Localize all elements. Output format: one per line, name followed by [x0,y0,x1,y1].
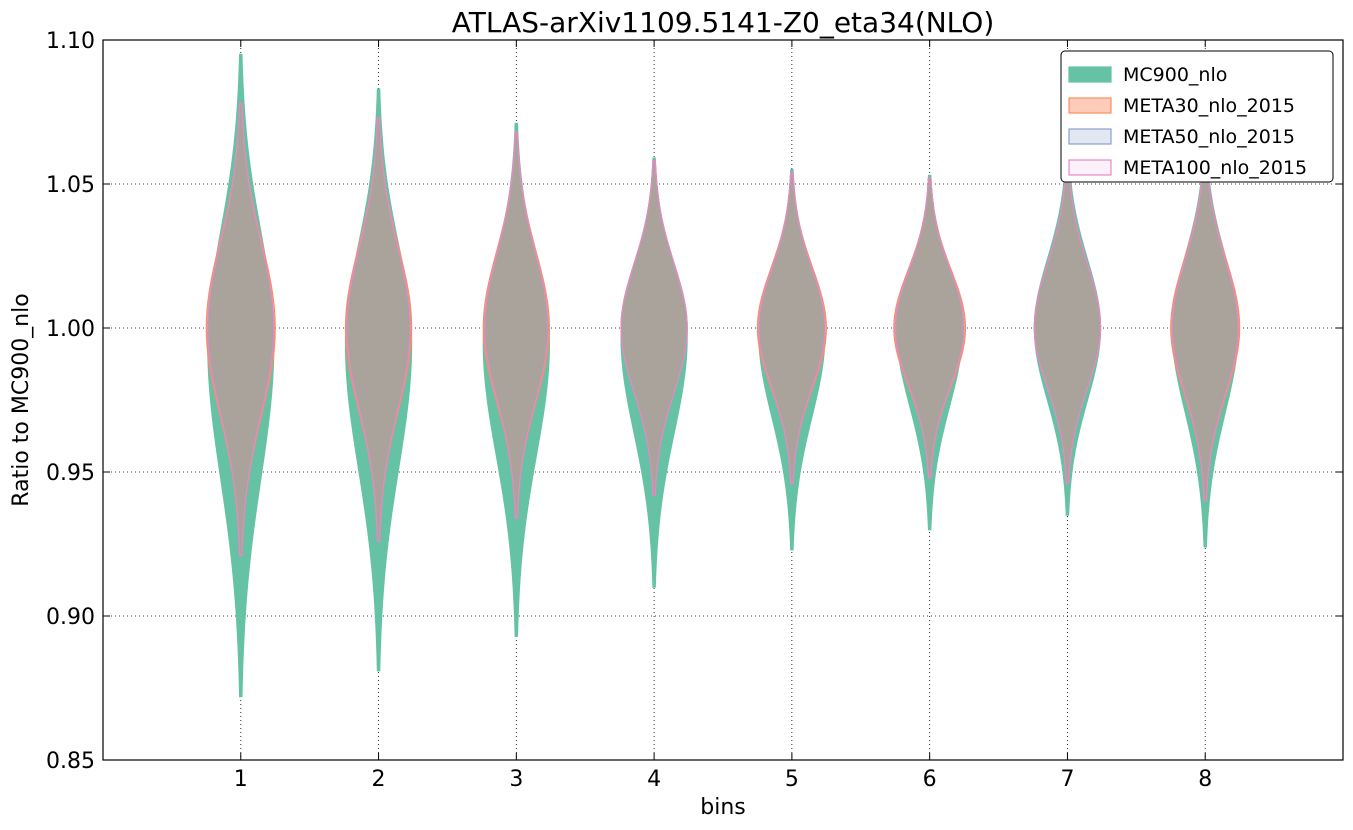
y-axis-title: Ratio to MC900_nlo [9,293,34,506]
legend-label: META100_nlo_2015 [1123,157,1307,179]
legend-label: MC900_nlo [1123,64,1227,86]
violin-META100_nlo_2015-bin-5 [758,171,826,485]
violin-META100_nlo_2015-bin-4 [620,160,688,496]
violin-MC900_nlo-bin-6 [896,174,964,531]
x-tick-label: 3 [509,767,523,792]
legend-swatch [1068,159,1112,176]
series-META100_nlo_2015 [207,102,1239,557]
violin-MC900_nlo-bin-5 [758,169,826,551]
tick-layer: 0.85 0.90 0.95 1.00 1.05 1.10 1 2 3 4 5 6 7 8 [46,29,1343,792]
y-tick-label: 0.95 [46,461,95,486]
legend-label: META30_nlo_2015 [1123,95,1295,117]
legend-swatch [1068,128,1112,145]
violin-META100_nlo_2015-bin-3 [484,131,549,519]
x-tick-label: 4 [647,767,661,792]
x-tick-label: 2 [372,767,386,792]
violin-META100_nlo_2015-bin-7 [1033,160,1102,485]
legend-box [1060,50,1334,183]
chart-title: ATLAS-arXiv1109.5141-Z0_eta34(NLO) [452,6,995,39]
y-tick-label: 0.90 [46,605,95,630]
x-tick-label: 8 [1198,767,1212,792]
x-tick-label: 6 [923,767,937,792]
x-axis-title: bins [700,795,745,820]
violin-MC900_nlo-bin-4 [620,157,688,588]
violin-META100_nlo_2015-bin-8 [1171,148,1239,502]
violin-MC900_nlo-bin-3 [482,122,550,637]
violin-META100_nlo_2015-bin-1 [207,102,275,557]
legend-swatch [1068,66,1112,83]
legend-label: META50_nlo_2015 [1123,126,1295,148]
x-tick-label: 1 [234,767,248,792]
plot-frame [102,39,1344,761]
x-tick-label: 7 [1060,767,1074,792]
violin-META100_nlo_2015-bin-6 [894,177,965,479]
y-tick-label: 1.10 [46,29,95,54]
legend: MC900_nlo META30_nlo_2015 META50_nlo_2015 M… [1060,50,1334,183]
y-tick-label: 0.85 [46,749,95,774]
y-tick-label: 1.05 [46,173,95,198]
violin-MC900_nlo-bin-1 [207,53,275,698]
legend-swatch [1068,97,1112,114]
y-tick-label: 1.00 [46,317,95,342]
violin-META100_nlo_2015-bin-2 [346,117,411,542]
x-tick-label: 5 [785,767,799,792]
